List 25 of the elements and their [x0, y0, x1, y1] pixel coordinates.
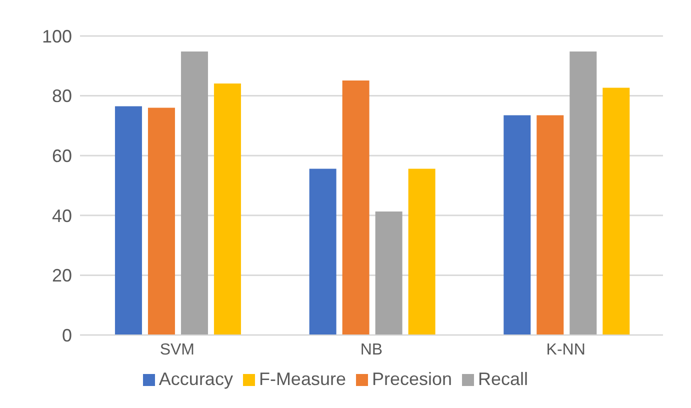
bar — [504, 115, 531, 335]
bar — [114, 106, 142, 335]
legend-label: Precesion — [372, 369, 452, 389]
y-tick-label: 60 — [52, 146, 72, 166]
bar — [570, 52, 597, 335]
bar — [342, 80, 370, 335]
bar — [180, 52, 208, 335]
bar — [536, 115, 564, 335]
y-tick-label: 20 — [52, 266, 72, 286]
y-tick-label: 0 — [62, 325, 72, 346]
legend-label: F-Measure — [258, 369, 346, 389]
x-tick-label: SVM — [160, 341, 195, 358]
bar — [309, 168, 336, 335]
bar — [148, 108, 175, 335]
bar — [408, 168, 436, 335]
y-tick-label: 80 — [52, 86, 72, 106]
y-tick-label: 100 — [42, 26, 72, 46]
bar — [214, 84, 241, 335]
y-tick-label: 40 — [52, 206, 72, 226]
legend-label: Recall — [478, 369, 528, 389]
bar — [375, 212, 402, 335]
x-tick-label: NB — [360, 341, 383, 358]
bar — [602, 88, 630, 335]
legend-label: Accuracy — [158, 369, 233, 389]
x-tick-label: K-NN — [546, 341, 586, 358]
